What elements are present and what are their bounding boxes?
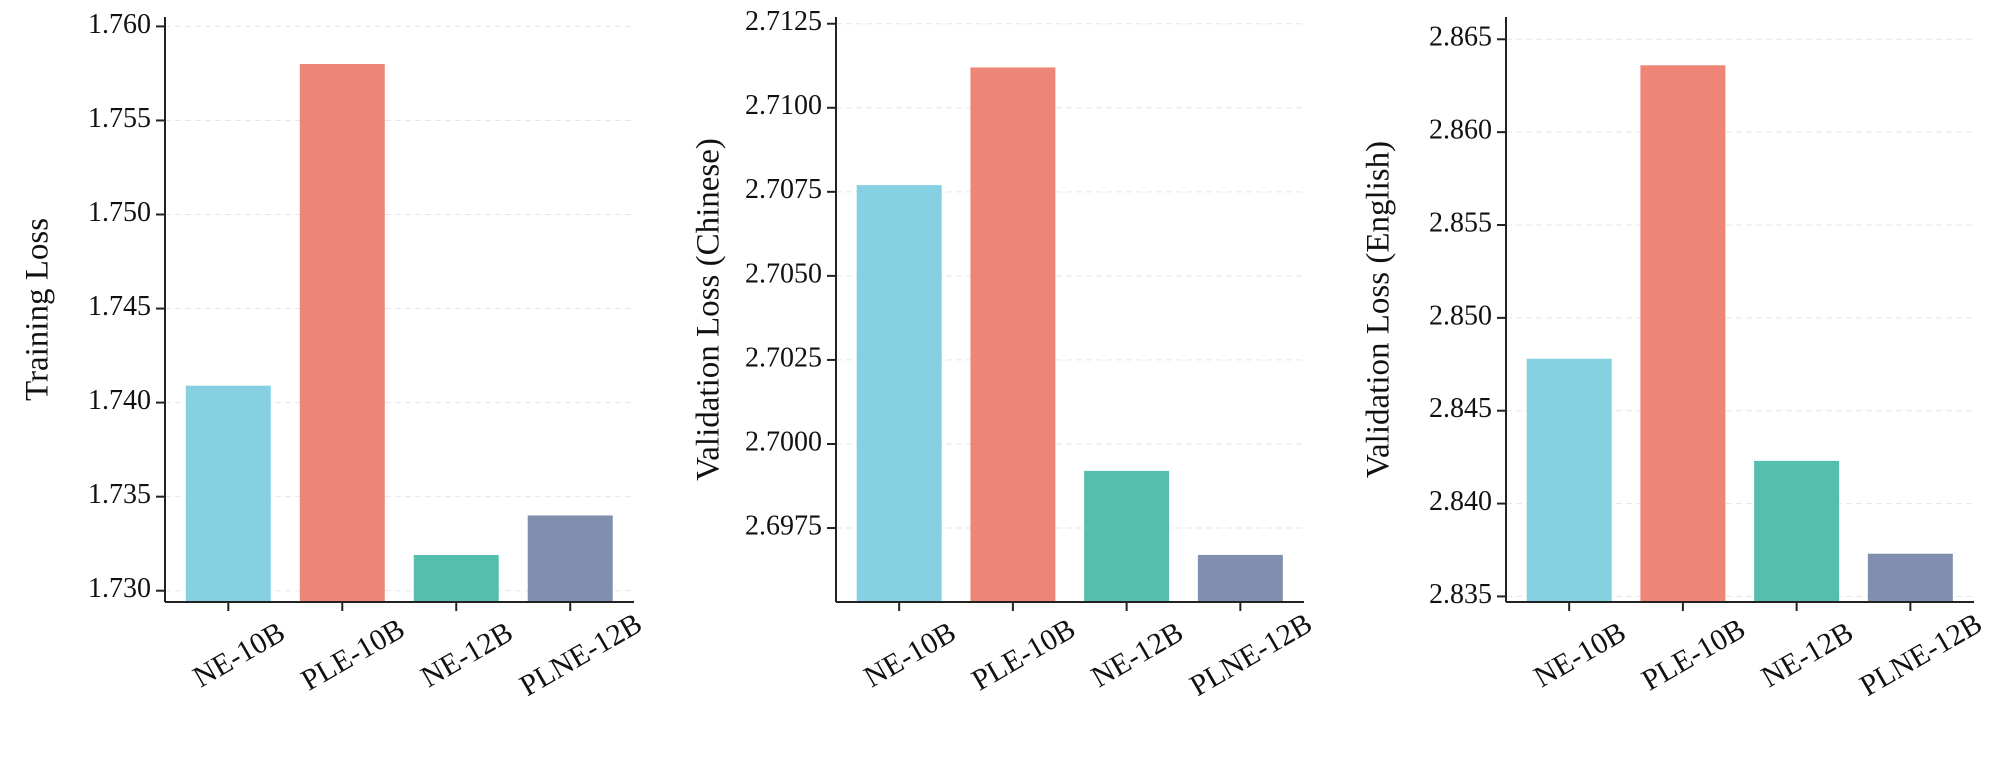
y-tick-label: 1.730 [88,573,151,604]
y-tick-label: 2.850 [1429,300,1492,331]
y-tick-label: 2.855 [1429,207,1492,238]
y-tick-label: 2.7100 [745,90,822,121]
y-tick-label: 2.845 [1429,393,1492,424]
bar [299,64,385,602]
x-tick-label: PLE-10B [1636,612,1751,697]
y-tick-label: 2.7025 [745,342,822,373]
bar [1867,553,1953,602]
x-tick-label: PLE-10B [966,612,1081,697]
x-tick-label: NE-10B [858,615,961,694]
x-tick-label: PLNE-12B [514,607,647,703]
x-tick-label: NE-12B [1086,615,1189,694]
x-tick-label: PLNE-12B [1854,607,1987,703]
bar [1084,470,1170,602]
x-tick-label: PLE-10B [296,612,411,697]
x-tick-label: NE-10B [187,615,290,694]
y-tick-label: 2.835 [1429,579,1492,610]
y-tick-label: 1.760 [88,9,151,40]
y-tick-label: 2.6975 [745,510,822,541]
bar [527,515,613,602]
y-tick-label: 1.745 [88,291,151,322]
y-axis-label: Training Loss [20,218,56,401]
bar [1640,65,1726,603]
y-tick-label: 2.840 [1429,486,1492,517]
bar [970,67,1056,603]
bar [1754,460,1840,602]
bar [1526,358,1612,602]
y-axis-label: Validation Loss (Chinese) [691,138,727,481]
y-tick-label: 1.740 [88,385,151,416]
y-tick-label: 1.735 [88,479,151,510]
bar [185,385,271,602]
x-tick-label: NE-12B [1756,615,1859,694]
bar [413,554,499,602]
bar [1197,554,1283,602]
y-tick-label: 2.7125 [745,6,822,37]
y-tick-label: 2.7050 [745,258,822,289]
y-tick-label: 2.7000 [745,426,822,457]
bar [856,185,942,602]
y-tick-label: 2.7075 [745,174,822,205]
x-tick-label: PLNE-12B [1184,607,1317,703]
y-tick-label: 2.860 [1429,115,1492,146]
x-tick-label: NE-12B [415,615,518,694]
x-tick-label: NE-10B [1528,615,1631,694]
y-tick-label: 1.750 [88,197,151,228]
y-axis-label: Validation Loss (English) [1361,141,1397,478]
y-tick-label: 2.865 [1429,22,1492,53]
y-tick-label: 1.755 [88,103,151,134]
